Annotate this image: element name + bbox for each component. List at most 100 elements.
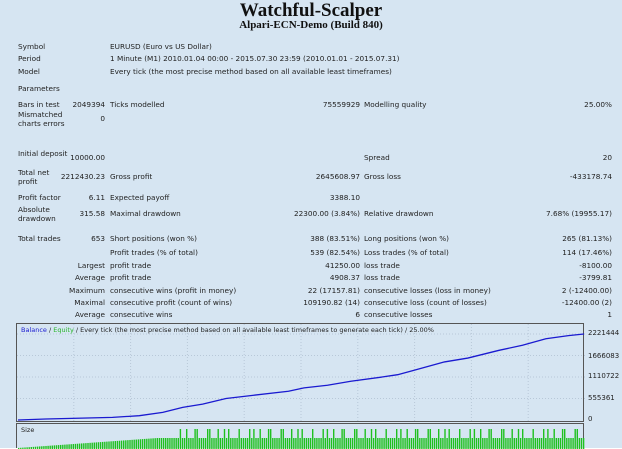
size-bar	[141, 439, 144, 449]
chart-legend: Balance / Equity / Every tick (the most …	[21, 326, 434, 335]
size-bar	[366, 438, 368, 449]
size-bar	[335, 438, 337, 449]
period-value: 1 Minute (M1) 2010.01.04 00:00 - 2015.07…	[110, 54, 400, 63]
size-bar	[295, 438, 297, 449]
size-bar	[284, 438, 287, 449]
size-bar	[215, 438, 217, 449]
size-bar	[150, 438, 152, 449]
max-wins-label: consecutive wins (profit in money)	[110, 286, 237, 295]
y-tick: 1110722	[588, 372, 620, 380]
size-bar	[354, 429, 356, 449]
size-bar	[564, 429, 566, 449]
size-bar	[259, 429, 261, 449]
largest-profit-label: profit trade	[110, 261, 152, 270]
size-bar	[377, 438, 379, 449]
largest-loss-value: -8100.00	[579, 261, 612, 270]
size-bar	[528, 438, 530, 449]
size-bar	[183, 438, 186, 449]
size-bar	[467, 438, 469, 449]
size-bar	[396, 429, 398, 449]
size-bar	[456, 438, 459, 449]
size-bar	[320, 438, 322, 449]
size-bar	[70, 444, 72, 449]
size-bar	[566, 438, 568, 449]
size-bar	[547, 429, 549, 449]
size-bar	[561, 429, 564, 449]
payoff-label: Expected payoff	[110, 193, 170, 202]
size-bar	[66, 444, 68, 449]
size-bar	[312, 429, 314, 449]
size-bar	[297, 429, 299, 449]
size-bar	[228, 429, 230, 449]
size-bar	[484, 438, 486, 449]
size-bar	[265, 438, 268, 449]
size-bar	[211, 438, 213, 449]
pf-value: 6.11	[88, 193, 105, 202]
size-bar	[253, 429, 255, 449]
size-bar	[440, 438, 442, 449]
size-bar	[582, 438, 585, 449]
size-bar	[538, 438, 541, 449]
size-bar	[362, 438, 364, 449]
largest-label: Largest	[77, 261, 105, 270]
size-bar	[393, 438, 396, 449]
size-bar	[257, 438, 259, 449]
size-bar	[330, 438, 333, 449]
balance-line	[17, 333, 585, 421]
size-bar	[322, 429, 324, 449]
size-bar	[219, 438, 221, 449]
size-bar	[120, 440, 123, 449]
y-tick: 1666083	[588, 352, 620, 360]
size-bar	[402, 438, 404, 449]
size-bar	[572, 438, 574, 449]
size-bar	[137, 439, 140, 449]
largest-loss-label: loss trade	[364, 261, 400, 270]
size-bar	[496, 438, 499, 449]
size-bar	[194, 429, 196, 449]
size-bar	[444, 429, 446, 449]
size-bar	[524, 438, 526, 449]
size-bar	[261, 438, 263, 449]
size-bar	[423, 438, 425, 449]
size-bar	[171, 438, 173, 449]
size-bar	[459, 429, 461, 449]
symbol-value: EURUSD (Euro vs US Dollar)	[110, 42, 212, 51]
size-bar	[375, 429, 377, 449]
maximal-loss-label: consecutive loss (count of losses)	[364, 298, 487, 307]
size-bar	[545, 438, 547, 449]
size-bar	[526, 438, 528, 449]
size-bar	[404, 438, 406, 449]
largest-profit-value: 41250.00	[325, 261, 360, 270]
size-bar	[536, 438, 539, 449]
size-bar	[429, 429, 431, 449]
model-value: Every tick (the most precise method base…	[110, 67, 392, 76]
size-bar	[110, 441, 112, 449]
size-bar	[482, 438, 484, 449]
size-bar	[251, 438, 253, 449]
size-bar	[568, 438, 570, 449]
size-bar	[76, 443, 79, 449]
size-bar	[131, 439, 133, 449]
deposit-value: 10000.00	[70, 153, 105, 162]
size-bar	[207, 429, 209, 449]
size-bar	[438, 429, 440, 449]
size-bar	[522, 429, 524, 449]
size-bar	[99, 442, 102, 449]
legend-equity: Equity	[53, 326, 74, 334]
size-bar	[349, 438, 352, 449]
size-bar	[383, 438, 385, 449]
size-bar	[81, 443, 83, 449]
size-bar	[555, 438, 557, 449]
size-bar	[196, 429, 198, 449]
size-bar	[158, 438, 161, 449]
size-bar	[152, 438, 154, 449]
size-bar	[274, 438, 276, 449]
size-bar	[288, 438, 291, 449]
size-bar	[333, 429, 335, 449]
size-bar	[379, 438, 381, 449]
size-bar	[410, 438, 413, 449]
mismatch-label: Mismatched charts errors	[18, 110, 65, 128]
max-losses-label: consecutive losses (loss in money)	[364, 286, 491, 295]
size-chart: Size	[16, 423, 585, 449]
size-bar	[53, 445, 56, 449]
